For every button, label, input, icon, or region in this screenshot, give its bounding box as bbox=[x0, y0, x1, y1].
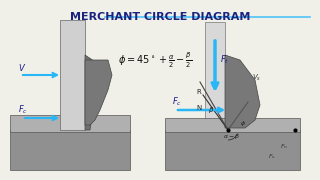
Text: $V_s$: $V_s$ bbox=[252, 73, 261, 83]
Text: $F_s$: $F_s$ bbox=[268, 152, 276, 161]
Polygon shape bbox=[165, 118, 300, 132]
Polygon shape bbox=[10, 130, 130, 170]
Text: MERCHANT CIRCLE DIAGRAM: MERCHANT CIRCLE DIAGRAM bbox=[70, 12, 250, 22]
Text: $\phi = 45^\circ + \frac{\alpha}{2} - \frac{\beta}{2}$: $\phi = 45^\circ + \frac{\alpha}{2} - \f… bbox=[118, 50, 192, 70]
Polygon shape bbox=[225, 55, 260, 128]
Text: V: V bbox=[18, 64, 24, 73]
Text: $F_c$: $F_c$ bbox=[172, 96, 182, 108]
Text: $F_t$: $F_t$ bbox=[220, 54, 229, 66]
Text: $\alpha-\beta$: $\alpha-\beta$ bbox=[223, 132, 241, 141]
Text: $\beta$: $\beta$ bbox=[208, 105, 214, 115]
Text: N: N bbox=[196, 105, 201, 111]
Polygon shape bbox=[165, 130, 300, 170]
Polygon shape bbox=[10, 115, 130, 132]
Text: $F_n$: $F_n$ bbox=[280, 142, 288, 151]
Polygon shape bbox=[85, 60, 112, 125]
Polygon shape bbox=[60, 20, 85, 130]
Text: $\phi$: $\phi$ bbox=[240, 119, 246, 128]
Text: $F_c$: $F_c$ bbox=[18, 103, 28, 116]
Polygon shape bbox=[205, 22, 225, 130]
Text: R: R bbox=[196, 89, 201, 95]
Polygon shape bbox=[85, 55, 100, 130]
